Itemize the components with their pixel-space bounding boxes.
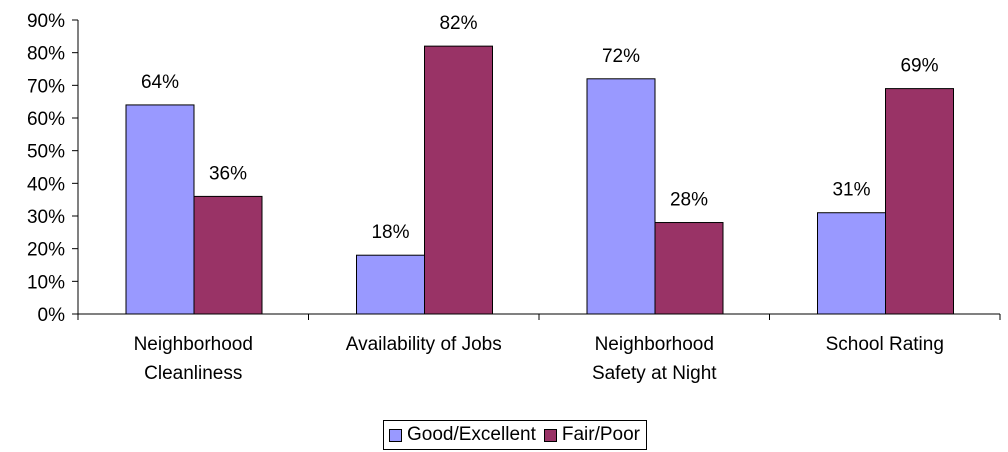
data-label-fair-poor: 69% [900, 56, 938, 77]
data-label-good-excellent: 72% [602, 46, 640, 67]
category-label: Availability of Jobs [346, 334, 502, 355]
legend-label-fair-poor: Fair/Poor [561, 424, 640, 445]
data-label-good-excellent: 31% [832, 180, 870, 201]
bar-good-excellent [586, 78, 656, 315]
y-axis: 0% 10% 20% 30% 40% 50% 60% 70% 80% 90% [27, 11, 79, 326]
legend-swatch-fair-poor [543, 428, 557, 442]
legend-label-good-excellent: Good/Excellent [407, 424, 536, 445]
bar-fair-poor [654, 222, 724, 315]
category-label-line: School Rating [826, 334, 944, 355]
category-label: School Rating [826, 334, 944, 355]
legend: Good/Excellent Fair/Poor [383, 420, 647, 450]
category-label: Neighborhood Cleanliness [134, 334, 253, 384]
data-labels: 64% 36% 18% 82% 72% 28% 31% 69% [141, 13, 939, 243]
y-tick-label: 30% [27, 207, 65, 228]
y-tick-label: 80% [27, 44, 65, 65]
legend-item-good-excellent: Good/Excellent [389, 424, 536, 446]
bar-good-excellent [817, 212, 886, 315]
category-label-line: Neighborhood [134, 334, 253, 355]
data-label-fair-poor: 28% [670, 190, 708, 211]
category-label: Neighborhood Safety at Night [592, 334, 717, 384]
y-tick-label: 40% [27, 174, 65, 195]
data-label-fair-poor: 82% [439, 13, 477, 34]
data-label-good-excellent: 18% [371, 222, 409, 243]
legend-swatch-good-excellent [389, 428, 402, 442]
bar-fair-poor [424, 45, 493, 315]
legend-item-fair-poor: Fair/Poor [543, 424, 640, 446]
category-labels: Neighborhood Cleanliness Availability of J… [134, 334, 944, 384]
y-tick-label: 20% [27, 240, 65, 261]
y-tick-label: 10% [27, 272, 65, 293]
y-tick-label: 60% [27, 109, 65, 130]
category-label-line: Cleanliness [144, 363, 242, 384]
category-label-line: Neighborhood [595, 334, 714, 355]
y-tick-label: 0% [38, 305, 66, 326]
x-axis [77, 313, 1001, 320]
y-tick-label: 50% [27, 142, 65, 163]
data-label-good-excellent: 64% [141, 72, 179, 93]
category-label-line: Availability of Jobs [346, 334, 502, 355]
bar-good-excellent [356, 254, 425, 315]
bar-fair-poor [885, 88, 954, 315]
y-tick-label: 90% [27, 11, 65, 32]
data-label-fair-poor: 36% [209, 163, 247, 184]
bar-fair-poor [193, 195, 263, 315]
y-tick-label: 70% [27, 76, 65, 97]
bars [125, 45, 954, 315]
category-label-line: Safety at Night [592, 363, 717, 384]
bar-good-excellent [125, 104, 195, 315]
